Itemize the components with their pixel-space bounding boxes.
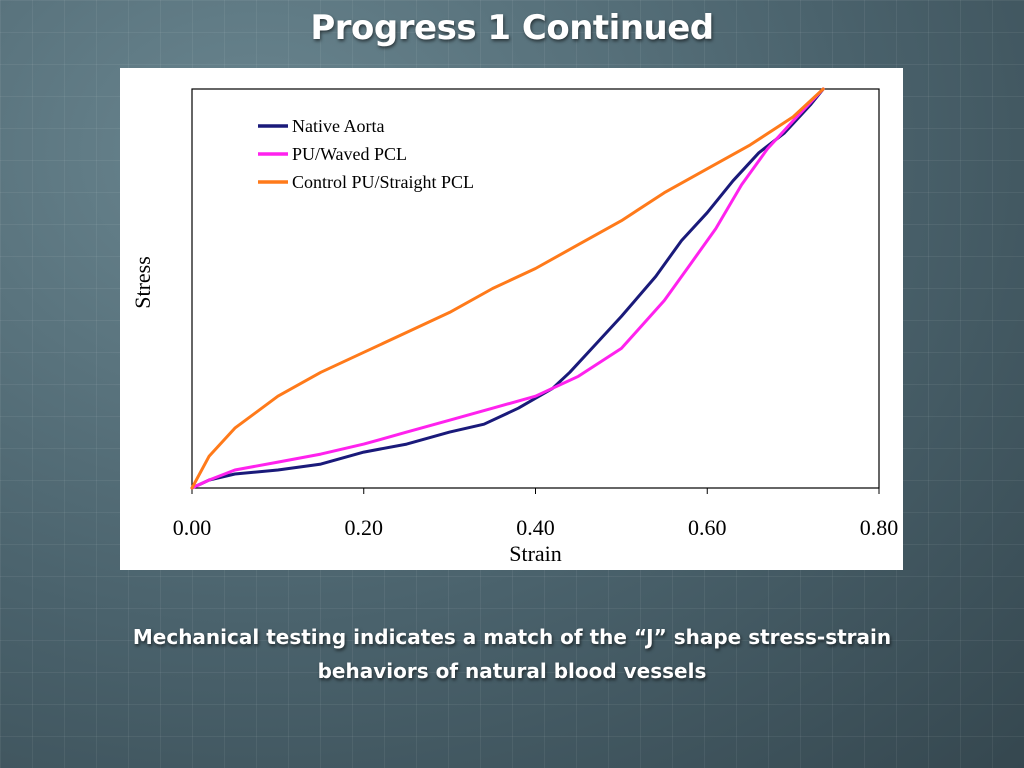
slide-caption: Mechanical testing indicates a match of … [60, 620, 964, 688]
x-tick-label: 0.60 [688, 515, 727, 540]
x-axis-label: Strain [509, 541, 562, 566]
x-tick-label: 0.80 [860, 515, 899, 540]
caption-line-2: behaviors of natural blood vessels [317, 659, 707, 683]
legend-label-native-aorta: Native Aorta [292, 116, 384, 136]
caption-line-1: Mechanical testing indicates a match of … [132, 625, 892, 649]
series-line-native-aorta [190, 87, 825, 490]
stress-strain-chart: 0.00 0.20 0.40 0.60 0.80 Strain Stress Native A… [130, 87, 899, 566]
series-line-pu-waved-pcl [190, 87, 825, 490]
legend-label-pu-waved-pcl: PU/Waved PCL [292, 144, 407, 164]
y-axis-label: Stress [130, 256, 155, 309]
series-line-control-pu-straight-pcl [190, 87, 825, 490]
slide-title: Progress 1 Continued [310, 8, 714, 48]
legend-label-control-pu-straight-pcl: Control PU/Straight PCL [292, 172, 474, 192]
x-tick-label: 0.00 [173, 515, 212, 540]
chart-panel: 0.00 0.20 0.40 0.60 0.80 Strain Stress Native A… [120, 68, 903, 570]
x-tick-label: 0.40 [516, 515, 555, 540]
x-tick-label: 0.20 [345, 515, 384, 540]
